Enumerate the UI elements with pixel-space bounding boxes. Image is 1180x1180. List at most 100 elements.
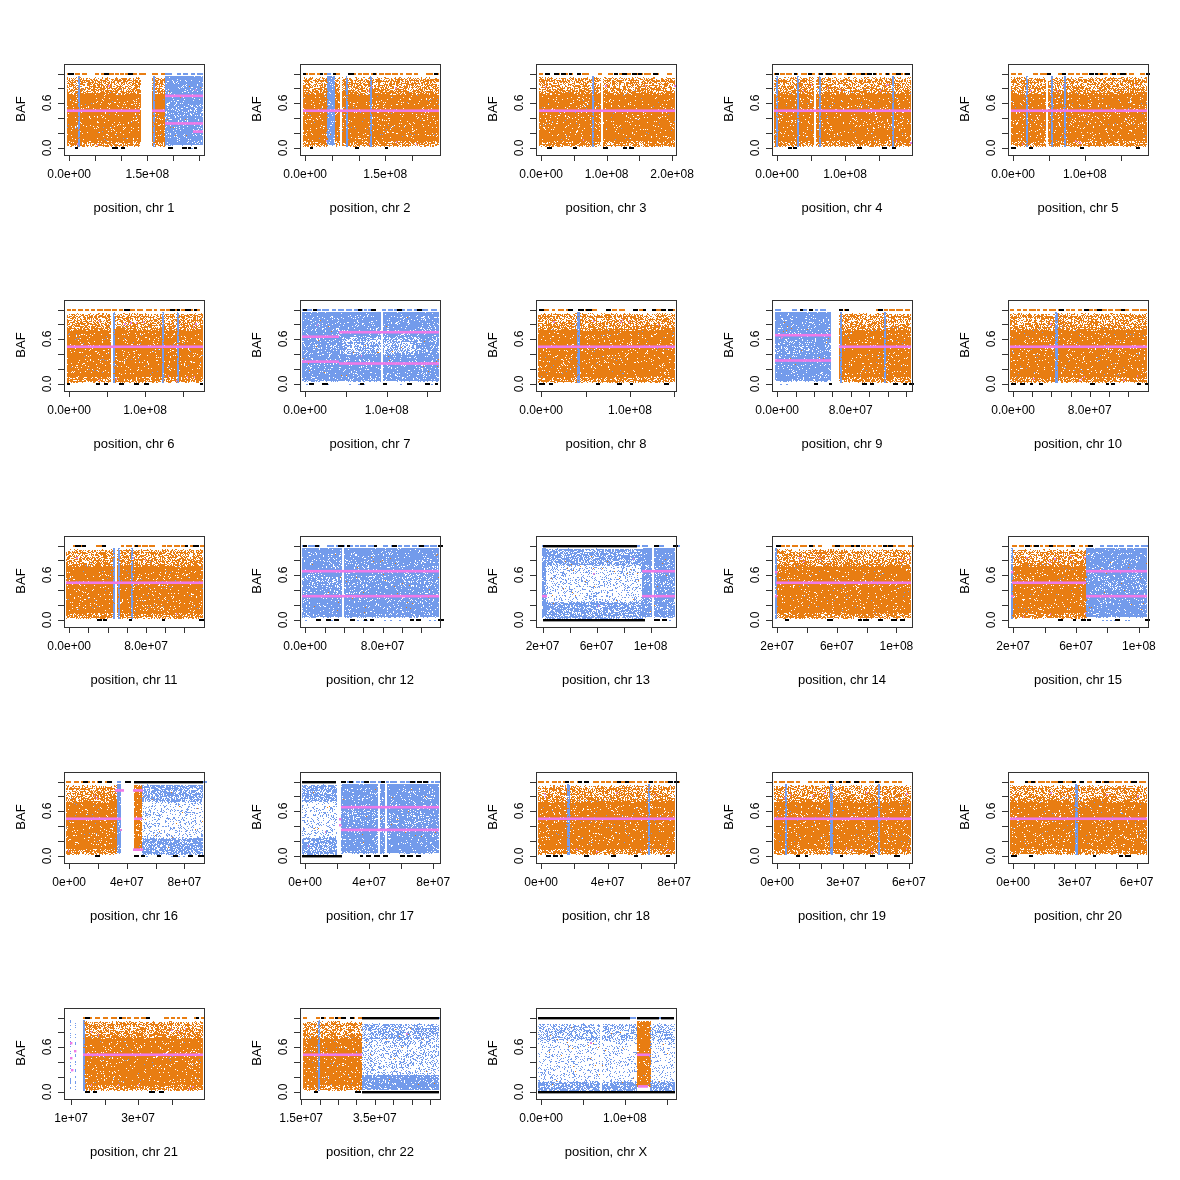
x-tick-label: 3.5e+07: [353, 1111, 397, 1125]
x-tick-label: 1.0e+08: [603, 1111, 647, 1125]
panel-chr-19: BAF 0.0 0.6 position, chr 19 0e+003e+076…: [708, 708, 944, 944]
y-axis-label: BAF: [721, 568, 736, 593]
x-tick-label: 6e+07: [892, 875, 926, 889]
x-tick-label: 4e+07: [352, 875, 386, 889]
panel-chr-20: BAF 0.0 0.6 position, chr 20 0e+003e+076…: [944, 708, 1180, 944]
y-tick-label-06: 0.6: [512, 95, 526, 112]
x-tick-label: 1.5e+08: [363, 167, 407, 181]
y-tick-label-0: 0.0: [512, 376, 526, 393]
y-tick-label-0: 0.0: [40, 376, 54, 393]
y-tick-label-06: 0.6: [276, 567, 290, 584]
y-tick-label-06: 0.6: [40, 95, 54, 112]
x-axis-label: position, chr 2: [330, 200, 411, 215]
y-axis-label: BAF: [249, 568, 264, 593]
x-tick-label: 0.0e+00: [283, 639, 327, 653]
y-tick-label-0: 0.0: [984, 140, 998, 157]
x-tick-label: 1.0e+08: [585, 167, 629, 181]
y-axis-label: BAF: [721, 804, 736, 829]
x-axis-label: position, chr 15: [1034, 672, 1122, 687]
x-tick-label: 0.0e+00: [283, 403, 327, 417]
x-axis-label: position, chr 7: [330, 436, 411, 451]
x-tick-label: 8.0e+07: [1068, 403, 1112, 417]
x-tick-label: 0e+00: [52, 875, 86, 889]
x-tick-label: 0.0e+00: [755, 403, 799, 417]
x-tick-label: 2.0e+08: [650, 167, 694, 181]
x-tick-label: 0.0e+00: [519, 167, 563, 181]
x-axis-label: position, chr 6: [94, 436, 175, 451]
y-axis-label: BAF: [485, 96, 500, 121]
y-tick-label-0: 0.0: [40, 140, 54, 157]
x-tick-label: 6e+07: [580, 639, 614, 653]
x-tick-label: 2e+07: [996, 639, 1030, 653]
y-axis-label: BAF: [957, 804, 972, 829]
y-tick-label-06: 0.6: [512, 803, 526, 820]
y-axis-label: BAF: [13, 332, 28, 357]
panel-chr-2: BAF 0.0 0.6 position, chr 2 0.0e+001.5e+…: [236, 0, 472, 236]
x-tick-label: 0.0e+00: [519, 1111, 563, 1125]
y-tick-label-06: 0.6: [984, 331, 998, 348]
y-tick-label-06: 0.6: [40, 567, 54, 584]
x-tick-label: 8e+07: [657, 875, 691, 889]
panel-chr-1: BAF 0.0 0.6 position, chr 1 0.0e+001.5e+…: [0, 0, 236, 236]
panel-chr-17: BAF 0.0 0.6 position, chr 17 0e+004e+078…: [236, 708, 472, 944]
x-tick-label: 4e+07: [110, 875, 144, 889]
y-tick-label-06: 0.6: [984, 803, 998, 820]
panel-chr-3: BAF 0.0 0.6 position, chr 3 0.0e+001.0e+…: [472, 0, 708, 236]
y-tick-label-06: 0.6: [512, 567, 526, 584]
panel-chr-11: BAF 0.0 0.6 position, chr 11 0.0e+008.0e…: [0, 472, 236, 708]
x-axis-label: position, chr 4: [802, 200, 883, 215]
x-tick-label: 0.0e+00: [991, 403, 1035, 417]
x-tick-label: 0.0e+00: [755, 167, 799, 181]
panel-chr-14: BAF 0.0 0.6 position, chr 14 2e+076e+071…: [708, 472, 944, 708]
y-axis-label: BAF: [485, 568, 500, 593]
y-tick-label-06: 0.6: [276, 1039, 290, 1056]
x-tick-label: 2e+07: [526, 639, 560, 653]
y-tick-label-06: 0.6: [276, 331, 290, 348]
x-tick-label: 1e+07: [54, 1111, 88, 1125]
x-tick-label: 2e+07: [760, 639, 794, 653]
panel-chr-16: BAF 0.0 0.6 position, chr 16 0e+004e+078…: [0, 708, 236, 944]
x-tick-label: 3e+07: [826, 875, 860, 889]
y-axis-label: BAF: [721, 96, 736, 121]
x-tick-label: 1.5e+07: [279, 1111, 323, 1125]
x-tick-label: 4e+07: [591, 875, 625, 889]
y-axis-label: BAF: [957, 96, 972, 121]
x-tick-label: 1e+08: [634, 639, 668, 653]
x-axis-label: position, chr 11: [90, 672, 177, 687]
y-axis-label: BAF: [249, 1040, 264, 1065]
x-tick-label: 1e+08: [880, 639, 914, 653]
x-tick-label: 1.0e+08: [1063, 167, 1107, 181]
x-tick-label: 6e+07: [1120, 875, 1154, 889]
x-axis-label: position, chr 5: [1038, 200, 1119, 215]
y-tick-label-06: 0.6: [40, 331, 54, 348]
y-tick-label-0: 0.0: [276, 612, 290, 629]
y-tick-label-0: 0.0: [984, 376, 998, 393]
y-tick-label-0: 0.0: [276, 848, 290, 865]
y-tick-label-06: 0.6: [276, 95, 290, 112]
x-axis-label: position, chr 3: [566, 200, 647, 215]
x-tick-label: 0.0e+00: [47, 403, 91, 417]
x-tick-label: 8.0e+07: [124, 639, 168, 653]
x-tick-label: 1.0e+08: [123, 403, 167, 417]
x-axis-label: position, chr 1: [94, 200, 175, 215]
y-tick-label-0: 0.0: [276, 1084, 290, 1101]
y-tick-label-06: 0.6: [748, 331, 762, 348]
x-axis-label: position, chr 9: [802, 436, 883, 451]
x-tick-label: 0.0e+00: [47, 167, 91, 181]
y-tick-label-0: 0.0: [276, 376, 290, 393]
x-tick-label: 0e+00: [288, 875, 322, 889]
x-axis-label: position, chr 19: [798, 908, 886, 923]
x-tick-label: 1.0e+08: [365, 403, 409, 417]
y-axis-label: BAF: [13, 568, 28, 593]
x-tick-label: 0e+00: [760, 875, 794, 889]
panel-chr-X: BAF 0.0 0.6 position, chr X 0.0e+001.0e+…: [472, 944, 708, 1180]
panel-chr-7: BAF 0.0 0.6 position, chr 7 0.0e+001.0e+…: [236, 236, 472, 472]
x-tick-label: 0e+00: [996, 875, 1030, 889]
y-tick-label-06: 0.6: [748, 803, 762, 820]
x-tick-label: 3e+07: [1058, 875, 1092, 889]
x-tick-label: 8e+07: [416, 875, 450, 889]
y-tick-label-0: 0.0: [984, 848, 998, 865]
x-tick-label: 8.0e+07: [361, 639, 405, 653]
x-tick-label: 0.0e+00: [519, 403, 563, 417]
x-axis-label: position, chr 16: [90, 908, 178, 923]
